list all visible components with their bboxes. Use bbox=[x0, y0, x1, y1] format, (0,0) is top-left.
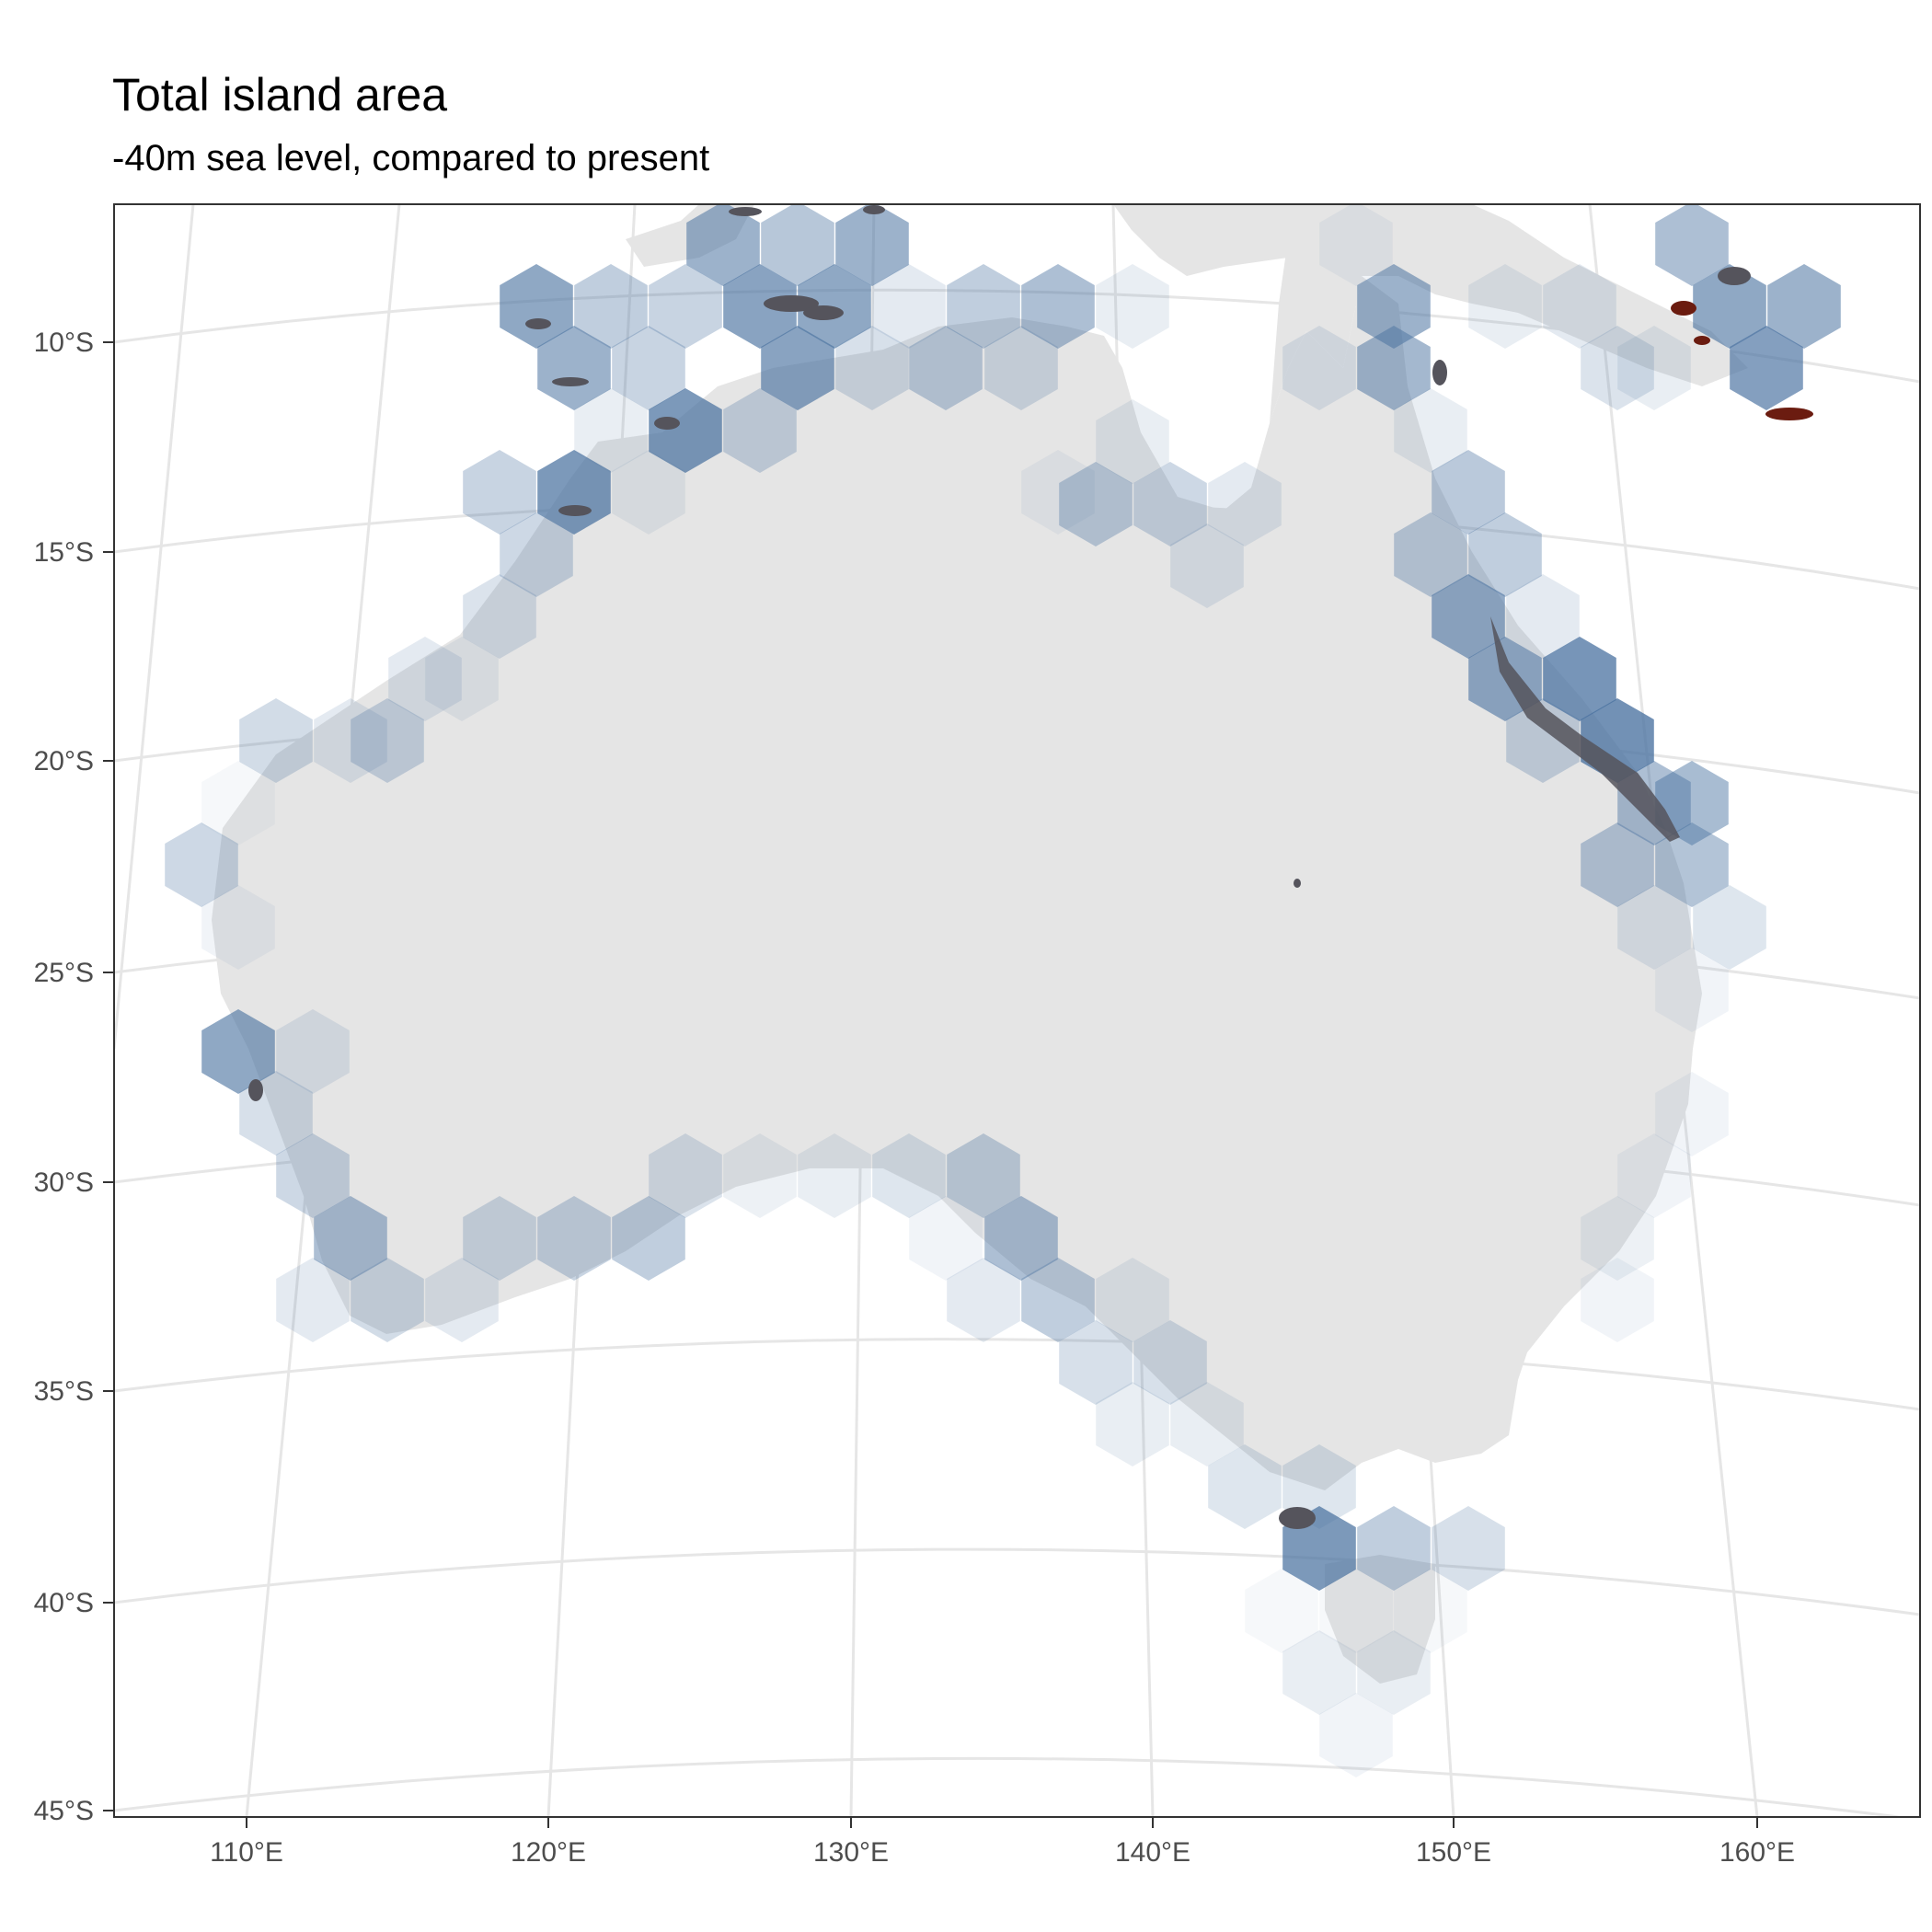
island bbox=[552, 377, 589, 386]
island bbox=[1294, 879, 1301, 888]
map-panel bbox=[114, 201, 1920, 1820]
y-tick-label: 35°S bbox=[34, 1376, 94, 1407]
island bbox=[863, 205, 885, 214]
y-axis-labels: 10°S 15°S 20°S 25°S 30°S 35°S 40°S 45°S bbox=[34, 328, 94, 1826]
y-tick-label: 30°S bbox=[34, 1167, 94, 1198]
island bbox=[803, 305, 844, 320]
x-tick-label: 160°E bbox=[1719, 1837, 1795, 1868]
y-axis bbox=[103, 342, 114, 1811]
island bbox=[558, 505, 592, 516]
x-tick-label: 140°E bbox=[1115, 1837, 1190, 1868]
y-tick-label: 10°S bbox=[34, 328, 94, 358]
island bbox=[248, 1079, 263, 1101]
y-tick-label: 45°S bbox=[34, 1796, 94, 1826]
island bbox=[1279, 1507, 1316, 1529]
island bbox=[729, 207, 762, 216]
x-tick-label: 150°E bbox=[1416, 1837, 1491, 1868]
island bbox=[654, 417, 680, 430]
x-tick-label: 120°E bbox=[511, 1837, 586, 1868]
island-highlight bbox=[1765, 408, 1813, 420]
x-tick-label: 130°E bbox=[813, 1837, 889, 1868]
x-axis bbox=[247, 1817, 1757, 1828]
island-highlight bbox=[1671, 301, 1696, 316]
island bbox=[1432, 360, 1447, 385]
island bbox=[1718, 267, 1751, 285]
y-tick-label: 40°S bbox=[34, 1588, 94, 1618]
y-tick-label: 25°S bbox=[34, 958, 94, 988]
y-tick-label: 20°S bbox=[34, 746, 94, 776]
y-tick-label: 15°S bbox=[34, 537, 94, 568]
island bbox=[525, 318, 551, 329]
x-axis-labels: 110°E 120°E 130°E 140°E 150°E 160°E bbox=[210, 1837, 1795, 1868]
island-highlight bbox=[1694, 336, 1710, 345]
x-tick-label: 110°E bbox=[210, 1837, 283, 1868]
